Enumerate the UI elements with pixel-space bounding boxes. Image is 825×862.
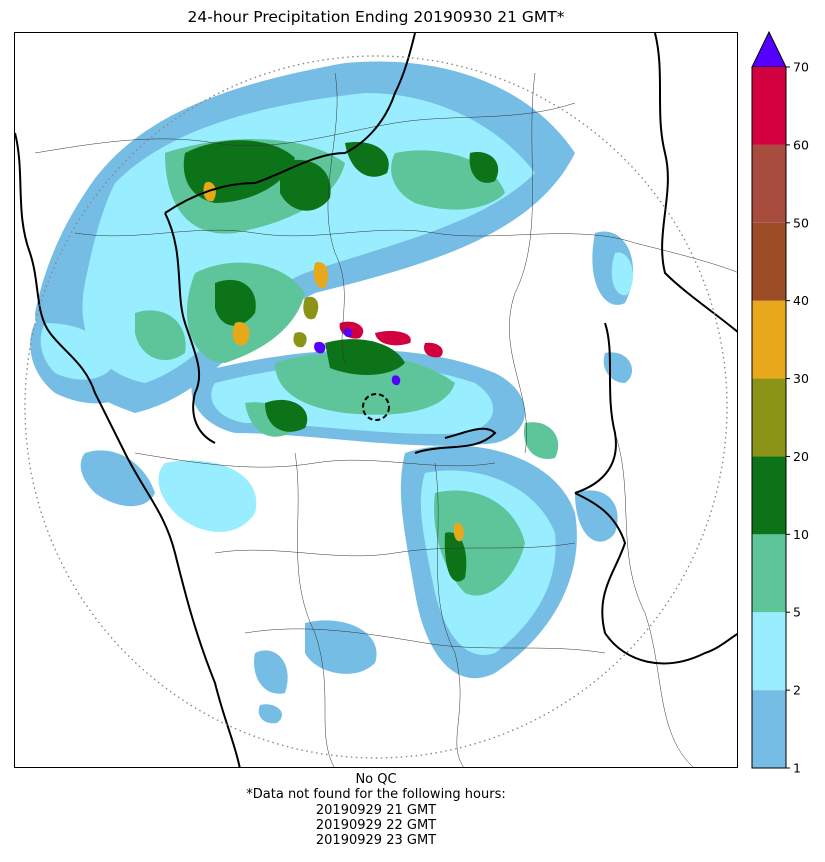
colorbar-outline bbox=[751, 67, 787, 769]
missing-hours-header: *Data not found for the following hours: bbox=[246, 787, 506, 803]
colorbar-overflow-arrow bbox=[751, 30, 787, 68]
district-boundaries bbox=[34, 72, 737, 767]
precipitation-map bbox=[14, 32, 738, 768]
precip-field-20-40 bbox=[203, 181, 464, 542]
colorbar-tick-label: 20 bbox=[793, 449, 809, 464]
colorbar: 1 2 5 10 20 30 40 50 60 70 bbox=[751, 30, 825, 776]
colorbar-tick-label: 10 bbox=[793, 527, 809, 542]
colorbar-segment bbox=[752, 67, 786, 145]
colorbar-segment bbox=[752, 300, 786, 379]
colorbar-segment bbox=[752, 144, 786, 223]
radar-site-marker bbox=[362, 393, 390, 421]
colorbar-tick-label: 30 bbox=[793, 371, 809, 386]
colorbar-svg: 1 2 5 10 20 30 40 50 60 70 bbox=[751, 30, 809, 776]
state-boundaries bbox=[15, 33, 737, 767]
colorbar-tick-label: 5 bbox=[793, 605, 801, 620]
colorbar-tick-label: 1 bbox=[793, 761, 801, 776]
chart-title: 24-hour Precipitation Ending 20190930 21… bbox=[187, 8, 565, 26]
colorbar-tick-label: 50 bbox=[793, 215, 809, 230]
qc-note: No QC bbox=[355, 772, 397, 787]
radar-range-ring bbox=[24, 55, 728, 759]
map-canvas bbox=[15, 33, 737, 767]
colorbar-segment bbox=[752, 612, 786, 691]
notes: No QC *Data not found for the following … bbox=[14, 772, 738, 848]
precip-field-high bbox=[314, 321, 443, 386]
colorbar-tick-label: 70 bbox=[793, 60, 809, 75]
colorbar-tick-label: 2 bbox=[793, 683, 801, 698]
missing-hour: 20190929 22 GMT bbox=[315, 817, 437, 833]
colorbar-segment bbox=[752, 534, 786, 613]
colorbar-segment bbox=[752, 222, 786, 301]
missing-hour: 20190929 23 GMT bbox=[315, 833, 437, 849]
colorbar-tick-label: 40 bbox=[793, 293, 809, 308]
missing-hour: 20190929 21 GMT bbox=[315, 802, 437, 818]
colorbar-tick-label: 60 bbox=[793, 137, 809, 152]
colorbar-segment bbox=[752, 456, 786, 535]
colorbar-segment bbox=[752, 690, 786, 768]
colorbar-segment bbox=[752, 378, 786, 457]
